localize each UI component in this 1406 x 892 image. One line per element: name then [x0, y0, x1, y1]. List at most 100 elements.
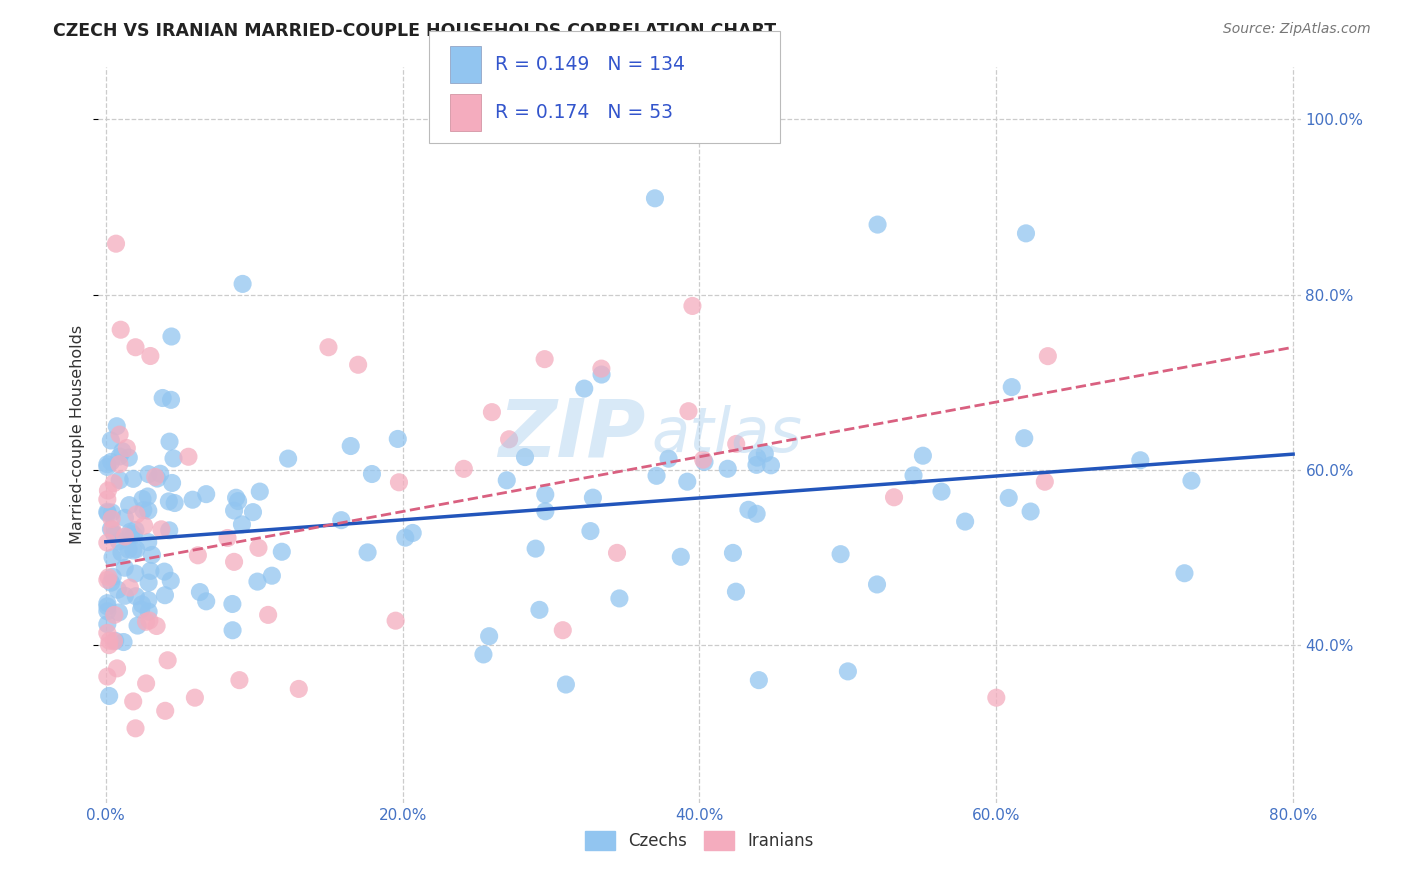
Point [181, 492, 204, 507]
Point [498, 432, 520, 446]
Point [228, 673, 250, 688]
Point [122, 543, 145, 558]
Point [96, 535, 118, 549]
Point [657, 451, 679, 466]
Point [725, 437, 748, 451]
Point [153, 565, 176, 579]
Point [579, 524, 602, 538]
Point [157, 524, 180, 538]
Point [97, 483, 120, 498]
Text: CZECH VS IRANIAN MARRIED-COUPLE HOUSEHOLDS CORRELATION CHART: CZECH VS IRANIAN MARRIED-COUPLE HOUSEHOL… [53, 22, 776, 40]
Point [136, 535, 159, 549]
Point [115, 441, 138, 455]
Point [582, 491, 605, 505]
Point [145, 619, 167, 633]
Point [111, 444, 134, 458]
Point [134, 518, 156, 533]
Point [830, 547, 852, 561]
Point [676, 475, 699, 489]
Point [606, 546, 628, 560]
Point [135, 615, 157, 629]
Point [114, 560, 136, 574]
Point [150, 522, 173, 536]
Point [231, 517, 253, 532]
Point [112, 635, 135, 649]
Point [132, 503, 155, 517]
Point [356, 545, 378, 559]
Point [114, 589, 136, 603]
Point [717, 462, 740, 476]
Point [122, 694, 145, 708]
Point [138, 575, 160, 590]
Point [287, 681, 309, 696]
Point [100, 434, 122, 448]
Point [152, 391, 174, 405]
Point [747, 450, 769, 465]
Point [1173, 566, 1195, 581]
Point [153, 588, 176, 602]
Point [478, 629, 501, 643]
Point [534, 504, 557, 518]
Point [120, 524, 142, 539]
Point [554, 677, 576, 691]
Point [160, 392, 183, 407]
Point [98, 633, 121, 648]
Point [692, 452, 714, 467]
Y-axis label: Married-couple Households: Married-couple Households [70, 326, 86, 544]
Point [117, 542, 139, 557]
Point [513, 450, 536, 464]
Point [1015, 227, 1038, 241]
Point [156, 653, 179, 667]
Point [681, 299, 703, 313]
Point [226, 494, 249, 508]
Point [187, 549, 209, 563]
Point [125, 508, 148, 522]
Point [96, 573, 118, 587]
Point [748, 673, 770, 688]
Point [232, 277, 254, 291]
Point [257, 607, 280, 622]
Point [388, 475, 411, 490]
Point [953, 515, 976, 529]
Point [160, 475, 183, 490]
Point [108, 457, 131, 471]
Point [347, 358, 370, 372]
Point [534, 487, 557, 501]
Point [96, 459, 118, 474]
Point [669, 549, 692, 564]
Point [195, 487, 218, 501]
Point [105, 419, 128, 434]
Point [1180, 474, 1202, 488]
Point [533, 352, 555, 367]
Point [110, 546, 132, 560]
Point [242, 505, 264, 519]
Point [837, 665, 859, 679]
Point [98, 638, 121, 652]
Point [678, 404, 700, 418]
Text: atlas: atlas [651, 405, 803, 465]
Point [591, 361, 613, 376]
Point [96, 669, 118, 683]
Point [184, 690, 207, 705]
Point [107, 582, 129, 597]
Point [118, 581, 141, 595]
Point [217, 531, 239, 545]
Point [495, 473, 517, 487]
Point [645, 468, 668, 483]
Point [108, 473, 131, 487]
Point [139, 349, 162, 363]
Point [96, 457, 118, 471]
Point [222, 503, 245, 517]
Text: Source: ZipAtlas.com: Source: ZipAtlas.com [1223, 22, 1371, 37]
Point [162, 451, 184, 466]
Text: ZIP: ZIP [498, 396, 645, 474]
Point [221, 597, 243, 611]
Point [754, 446, 776, 460]
Point [609, 591, 631, 606]
Point [138, 614, 160, 628]
Point [101, 522, 124, 536]
Point [114, 530, 136, 544]
Point [124, 566, 146, 581]
Point [481, 405, 503, 419]
Point [96, 625, 118, 640]
